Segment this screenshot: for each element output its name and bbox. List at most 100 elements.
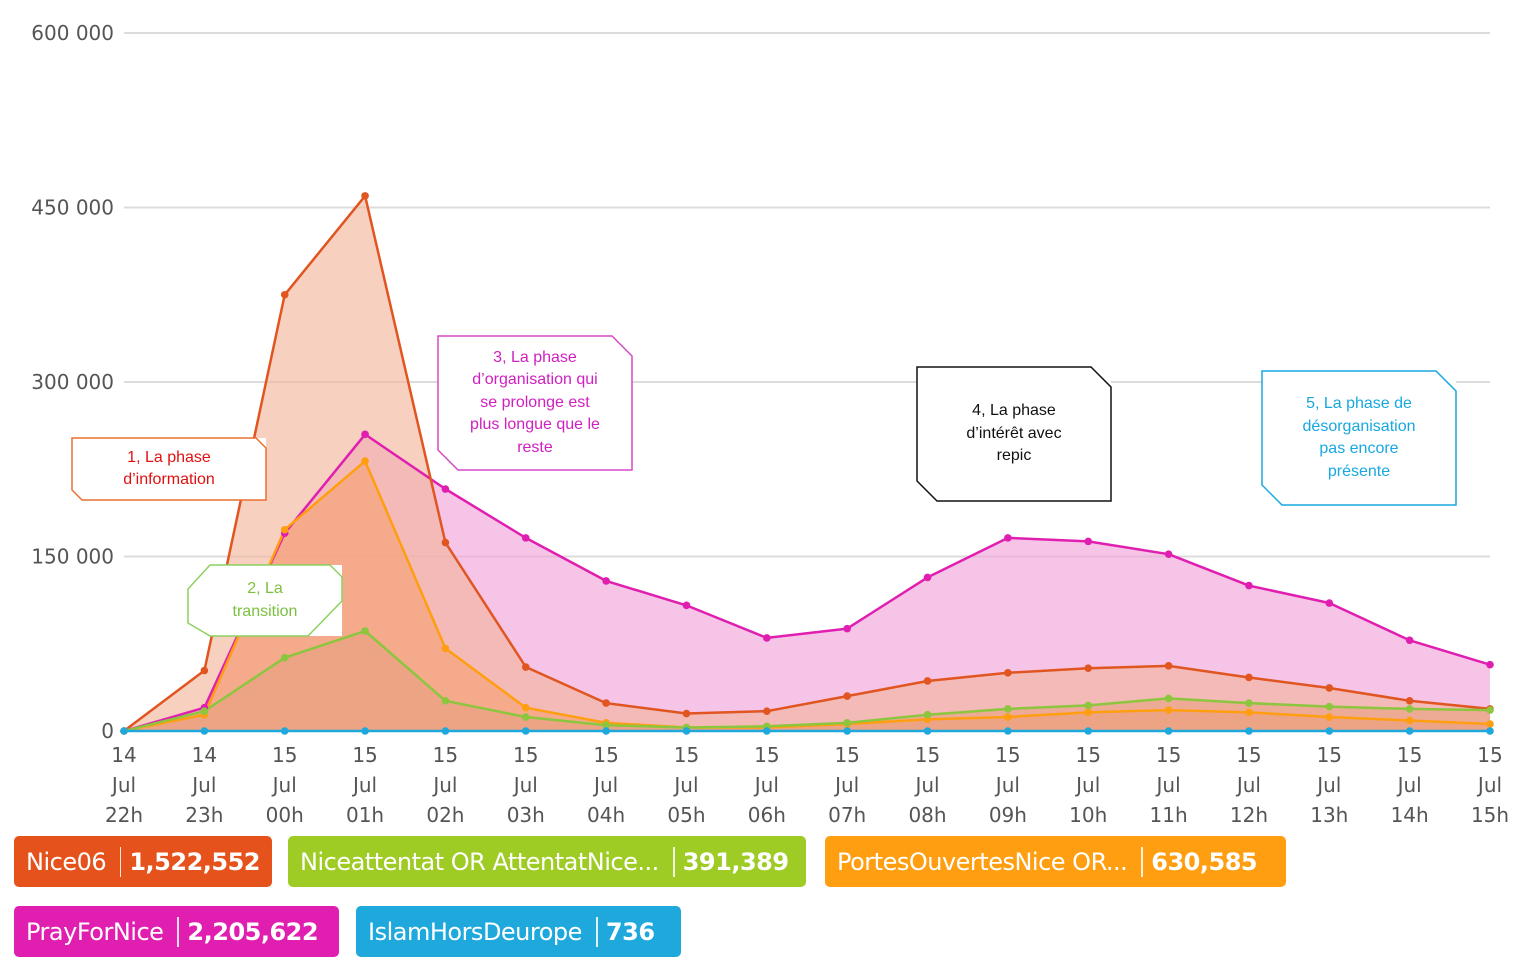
x-tick-label-line: 15	[995, 743, 1020, 767]
data-point	[1164, 727, 1173, 735]
data-point	[120, 727, 128, 735]
x-tick-label: 15 Jul 15h	[1471, 743, 1509, 827]
x-tick-label-line: Jul	[913, 773, 939, 797]
x-tick-label-line: Jul	[1476, 773, 1502, 797]
annotation-disorganisation-phase: 5, La phase de désorganisation pas encor…	[1261, 370, 1457, 506]
data-point	[682, 709, 691, 718]
x-tick-label-line: Jul	[190, 773, 216, 797]
legend-item-nice06[interactable]: Nice06 1,522,552	[14, 836, 272, 887]
x-tick-label-line: Jul	[592, 773, 618, 797]
x-tick-label-line: Jul	[351, 773, 377, 797]
x-tick-label-line: 12h	[1230, 803, 1268, 827]
x-tick-label-line: 15	[834, 743, 859, 767]
data-point	[1486, 720, 1494, 728]
annotation-frame	[437, 335, 633, 471]
series-area	[124, 195, 1490, 731]
data-point	[1164, 662, 1173, 670]
data-point	[1004, 727, 1012, 735]
data-point	[1084, 537, 1093, 546]
data-point	[1164, 694, 1173, 703]
x-tick-label: 15 Jul 01h	[346, 743, 384, 827]
data-point	[1325, 702, 1334, 711]
legend-separator	[1141, 846, 1144, 877]
annotation-text: 3, La phase d’organisation qui se prolon…	[470, 348, 600, 456]
data-point	[763, 707, 771, 716]
annotation-information-phase: 1, La phase d’information	[71, 437, 267, 501]
data-point	[1486, 706, 1494, 714]
x-tick-label: 15 Jul 07h	[828, 743, 866, 827]
annotation-interest-phase: 4, La phase d’intérêt avec repic	[916, 366, 1112, 502]
x-tick-label-line: 07h	[828, 803, 866, 827]
data-point	[1405, 716, 1414, 725]
data-point	[361, 627, 369, 635]
data-point	[280, 525, 289, 534]
data-point	[1325, 684, 1334, 692]
x-tick-label-line: 15	[754, 743, 779, 767]
data-point	[1245, 699, 1253, 707]
data-point	[441, 696, 450, 705]
y-axis-ticks: 0 150 000 300 000 450 000 600 000	[31, 21, 114, 743]
x-tick-label-line: 15	[1477, 743, 1502, 767]
data-point	[1004, 705, 1012, 713]
legend-separator	[177, 916, 180, 947]
legend-item-portesouvertesnice[interactable]: PortesOuvertesNice OR... 630,585	[825, 836, 1286, 887]
legend-item-prayfornice[interactable]: PrayForNice 2,205,622	[14, 906, 339, 957]
data-point	[280, 727, 289, 735]
data-point	[521, 663, 530, 671]
x-tick-label-line: 02h	[426, 803, 464, 827]
data-point	[602, 727, 610, 735]
y-tick-label: 150 000	[31, 545, 114, 569]
x-tick-label-line: 03h	[507, 803, 545, 827]
x-tick-label-line: 06h	[748, 803, 786, 827]
x-tick-label-line: 15	[1076, 743, 1101, 767]
annotation-text: 4, La phase d’intérêt avec repic	[966, 402, 1062, 465]
data-point	[441, 485, 450, 493]
data-point	[763, 727, 771, 735]
x-tick-label: 14 Jul 22h	[105, 743, 143, 827]
series-line	[123, 629, 1491, 733]
data-point	[602, 577, 610, 585]
data-point	[361, 430, 369, 439]
x-tick-label-line: 15	[513, 743, 538, 767]
data-point	[1245, 673, 1253, 682]
data-point	[1405, 727, 1414, 735]
x-tick-label-line: 10h	[1069, 803, 1107, 827]
data-point	[280, 653, 289, 662]
legend-item-niceattentat[interactable]: Niceattentat OR AttentatNice... 391,389	[288, 836, 806, 887]
data-point	[441, 727, 450, 735]
x-tick-label-line: 11h	[1150, 803, 1188, 827]
data-point	[843, 692, 851, 700]
x-tick-label-line: 15	[593, 743, 618, 767]
data-point	[200, 727, 209, 735]
y-tick-label: 300 000	[31, 370, 114, 394]
x-tick-label: 15 Jul 00h	[266, 743, 304, 827]
data-point	[521, 713, 530, 721]
y-tick-label: 600 000	[31, 21, 114, 45]
data-point	[1325, 727, 1334, 735]
annotation-frame	[1261, 370, 1457, 506]
x-tick-label: 15 Jul 03h	[507, 743, 545, 827]
legend-label: Niceattentat OR AttentatNice...	[300, 847, 659, 876]
annotation-frame	[187, 564, 343, 637]
data-point	[280, 290, 289, 299]
x-tick-label-line: Jul	[1396, 773, 1422, 797]
x-tick-label: 15 Jul 09h	[989, 743, 1027, 827]
x-tick-label: 15 Jul 06h	[748, 743, 786, 827]
data-point	[1325, 713, 1334, 721]
x-tick-label-line: 05h	[667, 803, 705, 827]
x-tick-label-line: 01h	[346, 803, 384, 827]
x-axis-ticks: 14 Jul 22h 14 Jul 23h 15 Jul 00h 15 Jul 01h 15 Jul 02h…	[105, 743, 1509, 827]
series-line	[123, 433, 1491, 733]
x-tick-label: 15 Jul 12h	[1230, 743, 1268, 827]
legend-item-islamhorsdeurope[interactable]: IslamHorsDeurope 736	[356, 906, 681, 957]
x-tick-label-line: 14	[111, 743, 136, 767]
data-point	[361, 727, 369, 735]
x-tick-label-line: 04h	[587, 803, 625, 827]
data-point	[1245, 727, 1253, 735]
data-point	[1084, 664, 1093, 672]
x-tick-label-line: 15	[1156, 743, 1181, 767]
data-point	[682, 727, 691, 735]
x-tick-label-line: Jul	[1235, 773, 1261, 797]
data-point	[923, 710, 932, 719]
